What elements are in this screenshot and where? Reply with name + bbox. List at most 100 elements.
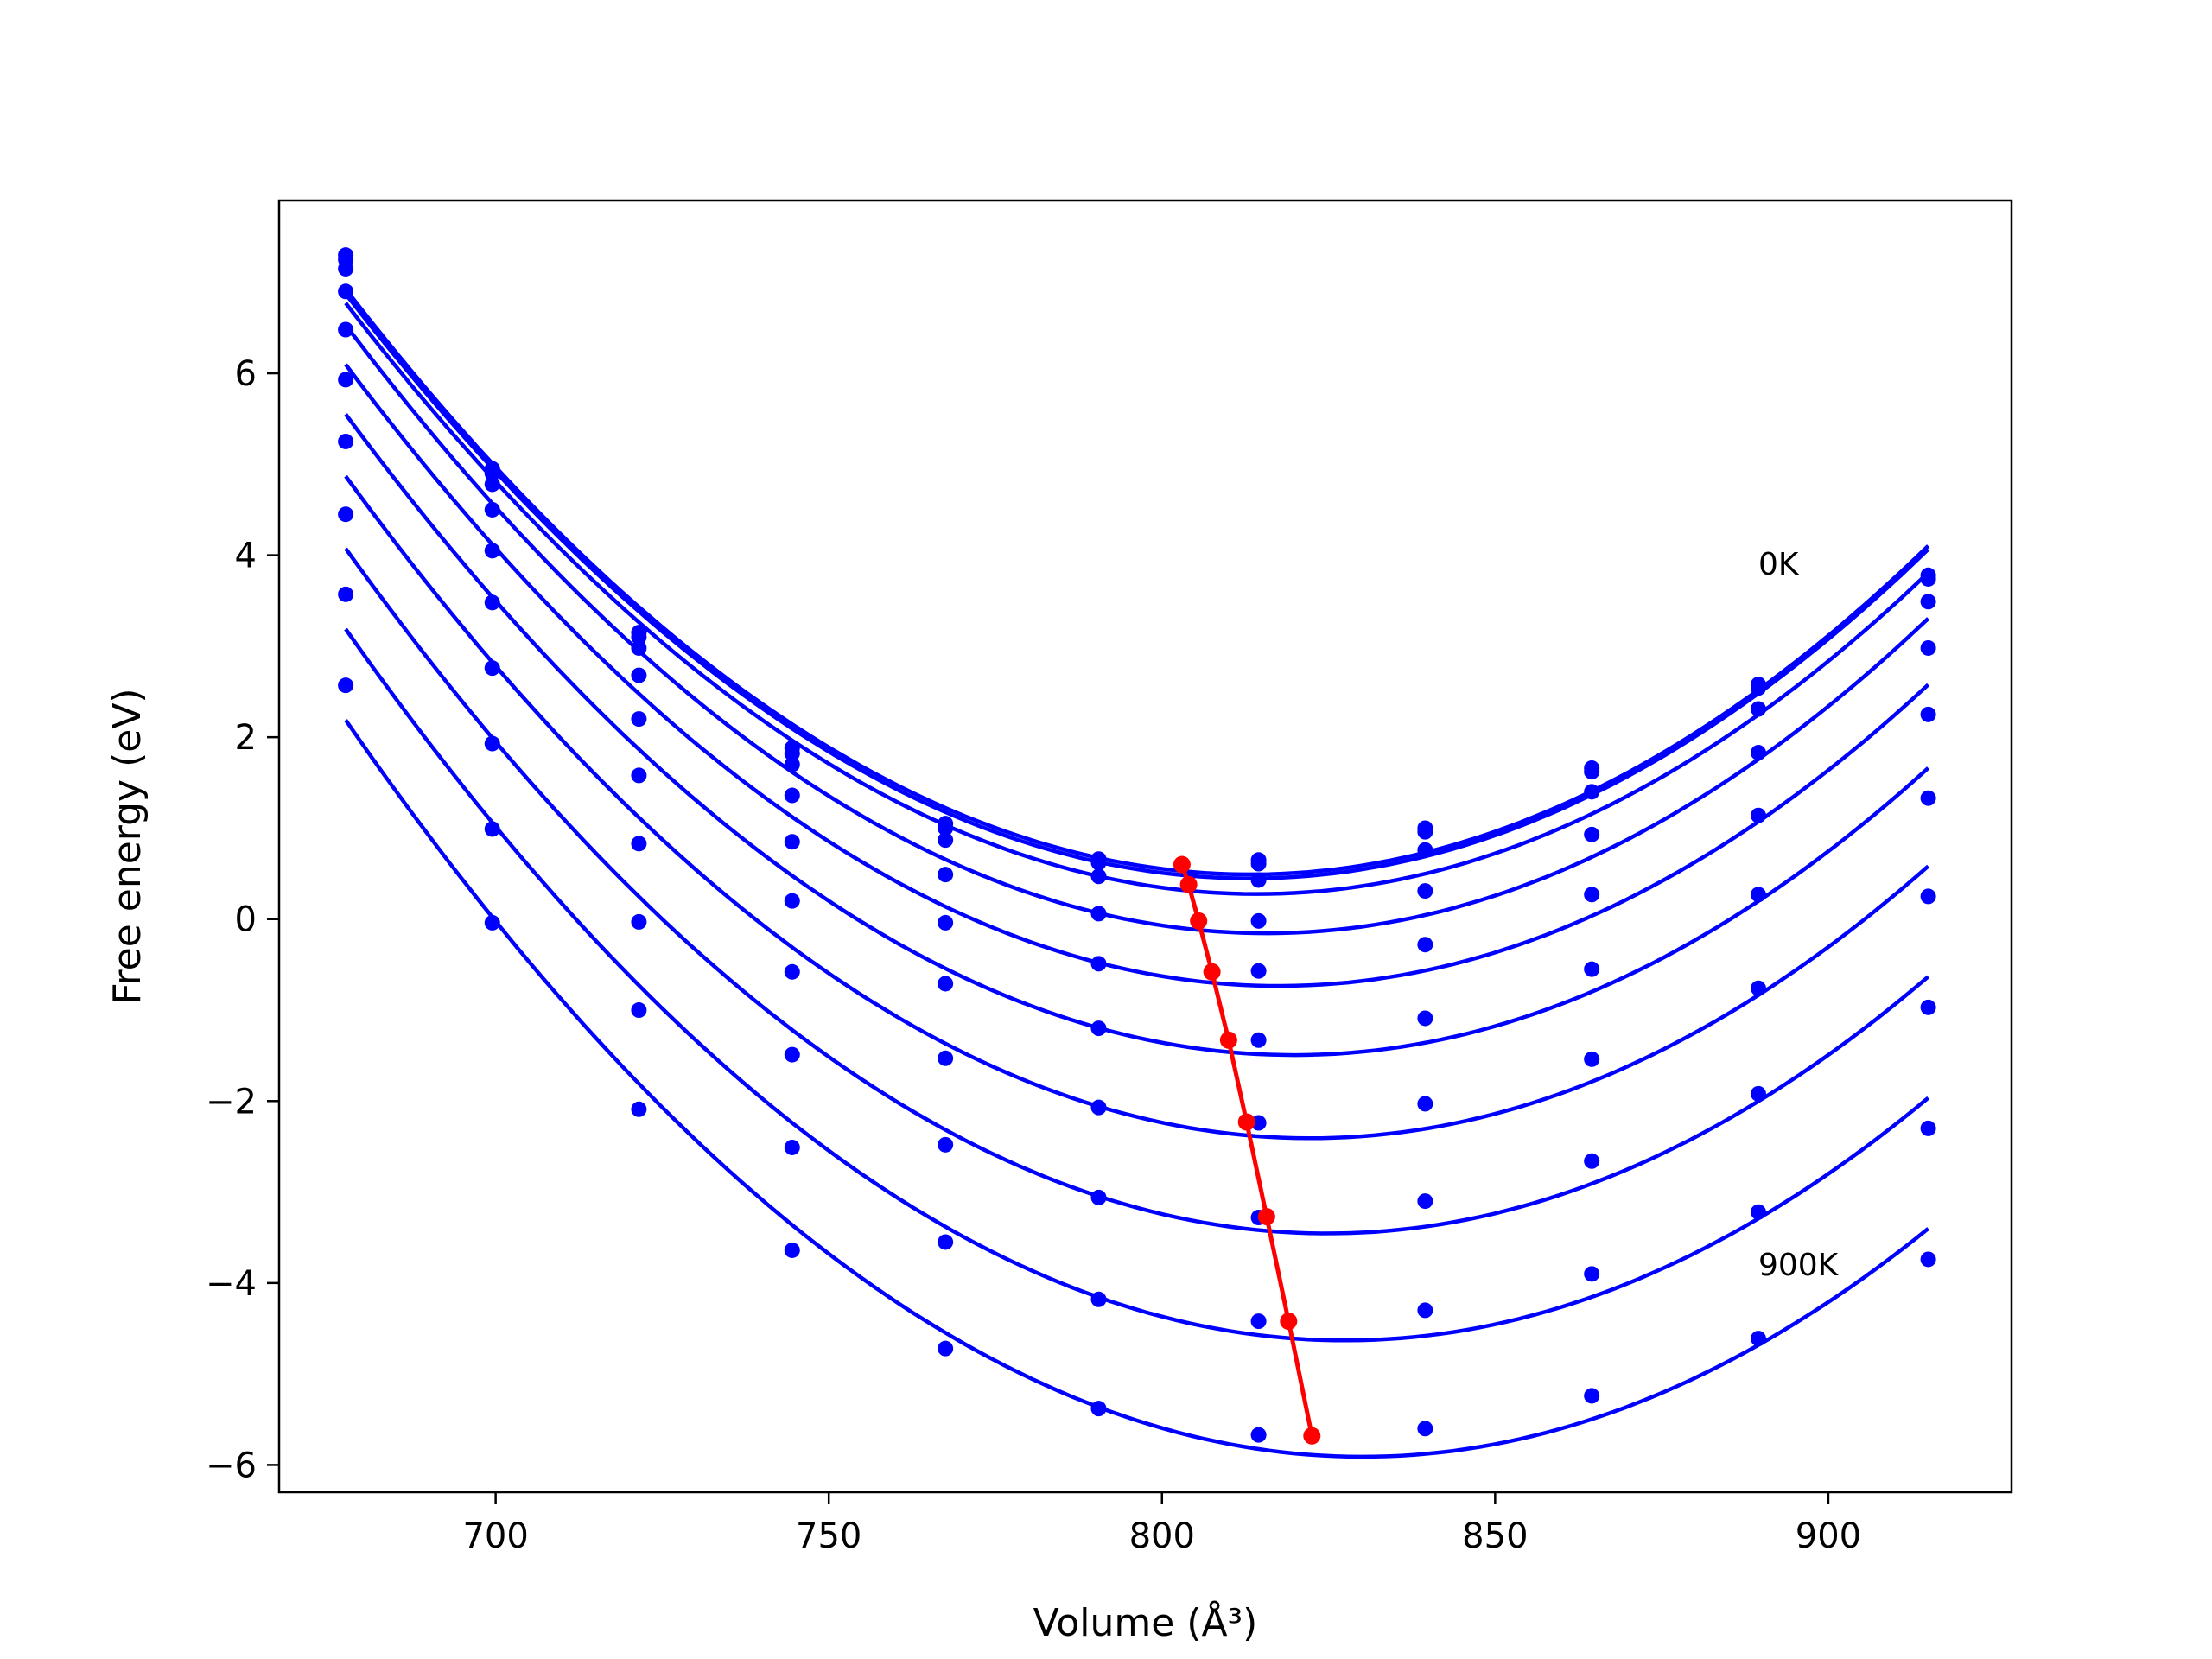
data-point-4-8 — [1584, 887, 1600, 903]
data-point-7-10 — [1920, 999, 1936, 1015]
data-point-2-4 — [938, 832, 954, 849]
data-point-2-0 — [338, 260, 354, 276]
data-point-2-6 — [1250, 872, 1267, 888]
data-point-7-4 — [938, 1136, 954, 1153]
data-point-4-4 — [938, 914, 954, 931]
data-point-8-9 — [1750, 1204, 1766, 1220]
minimum-point-2 — [1190, 912, 1208, 930]
data-point-6-3 — [784, 963, 800, 980]
x-tick-label: 800 — [1129, 1516, 1195, 1556]
annotation-1: 900K — [1758, 1248, 1840, 1283]
data-point-7-1 — [484, 735, 500, 752]
data-point-7-0 — [338, 506, 354, 523]
x-axis-ticks: 700 750 800 850 900 — [462, 1492, 1861, 1556]
data-point-5-6 — [1250, 1032, 1267, 1048]
data-point-5-5 — [1090, 1020, 1107, 1037]
data-point-1-4 — [938, 820, 954, 836]
x-tick-label: 900 — [1796, 1516, 1861, 1556]
data-point-7-8 — [1584, 1153, 1600, 1169]
data-point-1-2 — [631, 629, 647, 645]
series-curve-8 — [344, 627, 1930, 1343]
data-point-1-6 — [1250, 855, 1267, 872]
data-point-1-7 — [1417, 823, 1433, 840]
y-tick-label: 4 — [235, 537, 257, 576]
data-point-2-10 — [1920, 594, 1936, 610]
data-point-1-9 — [1750, 680, 1766, 696]
data-point-3-4 — [938, 867, 954, 883]
data-point-8-4 — [938, 1234, 954, 1250]
data-point-3-9 — [1750, 745, 1766, 761]
data-point-5-8 — [1584, 961, 1600, 977]
y-axis-label: Free energy (eV) — [105, 688, 149, 1004]
data-point-2-3 — [784, 756, 800, 772]
data-point-4-6 — [1250, 963, 1267, 979]
data-point-5-10 — [1920, 790, 1936, 806]
y-tick-label: −4 — [206, 1264, 257, 1304]
data-point-4-0 — [338, 321, 354, 338]
data-point-1-8 — [1584, 764, 1600, 780]
data-point-6-2 — [631, 836, 647, 852]
series-curve-0 — [344, 288, 1930, 877]
data-point-8-8 — [1584, 1266, 1600, 1282]
data-point-3-3 — [784, 787, 800, 804]
data-point-7-5 — [1090, 1189, 1107, 1205]
data-point-3-5 — [1090, 906, 1107, 922]
x-tick-label: 700 — [462, 1516, 528, 1556]
data-point-3-0 — [338, 283, 354, 300]
annotation-0: 0K — [1758, 547, 1800, 582]
y-tick-label: 2 — [235, 718, 257, 758]
x-tick-label: 750 — [796, 1516, 861, 1556]
data-point-3-2 — [631, 667, 647, 683]
series-curves — [344, 288, 1930, 1459]
data-point-1-1 — [484, 465, 500, 481]
minimum-point-5 — [1237, 1113, 1255, 1131]
x-axis-label: Volume (Å³) — [1033, 1599, 1258, 1645]
y-tick-label: −6 — [206, 1446, 257, 1485]
data-point-9-10 — [1920, 1251, 1936, 1268]
data-point-4-5 — [1090, 956, 1107, 972]
data-point-9-5 — [1090, 1401, 1107, 1417]
data-point-7-2 — [631, 913, 647, 930]
data-point-7-7 — [1417, 1193, 1433, 1210]
series-curve-4 — [344, 363, 1930, 988]
data-point-2-1 — [484, 476, 500, 493]
series-curve-1 — [344, 292, 1930, 880]
data-point-9-1 — [484, 914, 500, 931]
data-point-4-3 — [784, 834, 800, 850]
data-point-6-0 — [338, 433, 354, 449]
data-point-6-10 — [1920, 888, 1936, 905]
data-point-4-2 — [631, 711, 647, 728]
minima-line — [1173, 855, 1321, 1445]
data-point-3-1 — [484, 501, 500, 518]
minimum-point-0 — [1173, 855, 1191, 874]
data-point-7-3 — [784, 1046, 800, 1063]
data-point-8-7 — [1417, 1302, 1433, 1319]
annotations: 0K 900K — [1758, 547, 1840, 1283]
data-point-5-2 — [631, 767, 647, 784]
data-point-9-9 — [1750, 1331, 1766, 1347]
series-curve-7 — [344, 547, 1930, 1236]
data-point-3-7 — [1417, 883, 1433, 899]
data-point-1-5 — [1090, 855, 1107, 871]
data-point-1-10 — [1920, 570, 1936, 587]
data-point-9-3 — [784, 1242, 800, 1258]
data-point-5-7 — [1417, 1010, 1433, 1027]
minimum-point-8 — [1303, 1427, 1321, 1445]
series-curve-6 — [344, 474, 1930, 1141]
data-point-2-5 — [1090, 868, 1107, 885]
data-point-4-9 — [1750, 807, 1766, 823]
minimum-point-6 — [1257, 1207, 1275, 1225]
series-curve-3 — [344, 323, 1930, 936]
data-point-2-7 — [1417, 842, 1433, 858]
data-point-7-9 — [1750, 1085, 1766, 1102]
data-point-4-7 — [1417, 937, 1433, 953]
x-tick-label: 850 — [1462, 1516, 1528, 1556]
data-point-6-7 — [1417, 1096, 1433, 1112]
data-point-8-6 — [1250, 1313, 1267, 1330]
data-point-4-10 — [1920, 706, 1936, 722]
data-point-3-6 — [1250, 912, 1267, 929]
data-point-5-9 — [1750, 887, 1766, 903]
data-point-9-6 — [1250, 1427, 1267, 1443]
data-point-8-10 — [1920, 1120, 1936, 1136]
